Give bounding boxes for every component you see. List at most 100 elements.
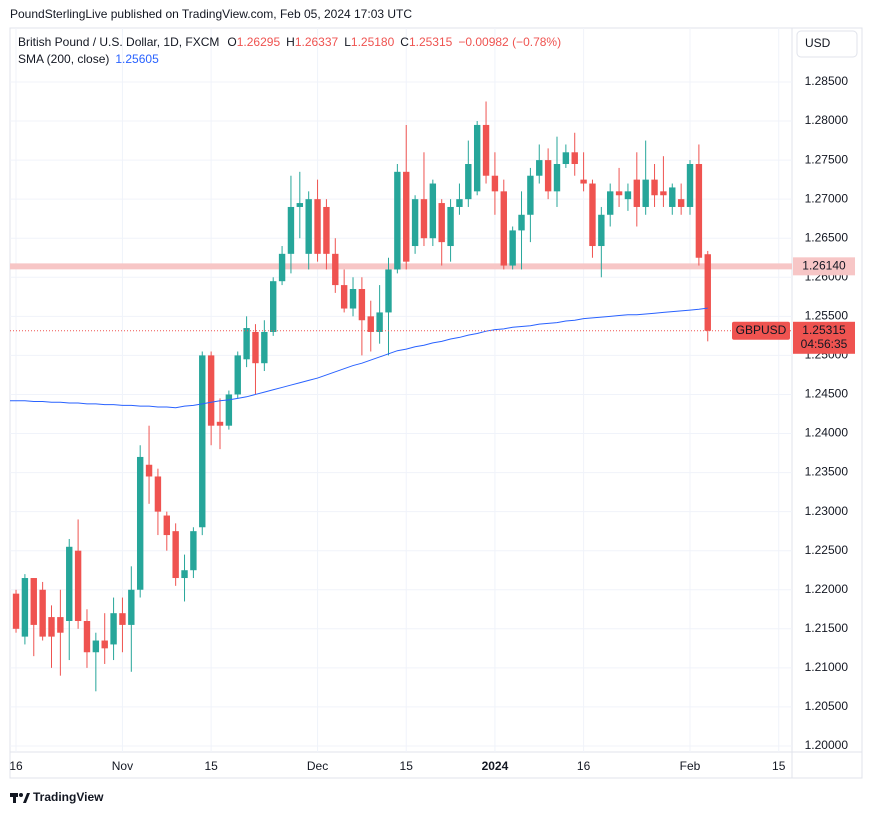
candle-body [234, 355, 241, 395]
y-tick-label: 1.28000 [805, 113, 849, 127]
countdown-label: 04:56:35 [801, 337, 848, 351]
candle-body [447, 206, 454, 247]
chart-frame [9, 27, 863, 779]
candle-body [562, 152, 570, 165]
symbol-box [732, 321, 790, 340]
candle-body [340, 285, 348, 309]
currency-button[interactable] [796, 30, 858, 58]
candle-body [252, 331, 259, 364]
x-tick-label: 16 [577, 759, 591, 773]
candle-body [633, 179, 641, 207]
y-tick-label: 1.20000 [805, 738, 849, 752]
candle-body [190, 531, 197, 571]
candle-body [491, 175, 499, 192]
candle-body [456, 199, 463, 207]
candle-body [314, 199, 321, 254]
candle-body [110, 613, 117, 645]
candle-body [296, 203, 304, 207]
y-tick-label: 1.27500 [805, 152, 849, 166]
candle-body [571, 152, 578, 165]
candle-body [509, 230, 516, 266]
symbol-title: British Pound / U.S. Dollar, 1D, FXCM [18, 35, 219, 49]
y-tick-label: 1.23000 [805, 504, 849, 518]
candle-body [429, 183, 437, 239]
candle-body [536, 160, 543, 176]
candle-body [544, 160, 552, 192]
x-tick-label: Dec [307, 759, 328, 773]
candle-body [349, 288, 357, 309]
candle-body [438, 203, 445, 243]
y-tick-label: 1.22000 [805, 582, 849, 596]
candle-body [30, 578, 37, 625]
candle-body [181, 570, 188, 579]
price-box [793, 321, 855, 354]
candle-body [57, 617, 64, 633]
y-tick-label: 1.27000 [805, 191, 849, 205]
candle-body [660, 191, 667, 196]
plot [10, 28, 792, 752]
ohlc-value: 1.25315 [409, 35, 453, 49]
candle-body [598, 214, 605, 247]
candle-body [199, 355, 206, 528]
y-tick-label: 1.28500 [805, 74, 849, 88]
candle-body [154, 476, 162, 512]
candle-body [686, 164, 694, 207]
candle-body [695, 164, 703, 258]
price-label: 1.25315 [802, 323, 846, 337]
candle-body [21, 578, 29, 637]
candle-body [589, 183, 596, 247]
sma-line [10, 307, 708, 409]
candle-body [642, 179, 649, 207]
candle-body [651, 179, 658, 196]
change: −0.00982 (−0.78%) [458, 35, 561, 49]
candle-body [704, 254, 711, 331]
symbol-label: GBPUSD [736, 323, 787, 337]
x-tick-label: Feb [680, 759, 701, 773]
y-tick-label: 1.20500 [805, 699, 849, 713]
currency-label: USD [805, 36, 831, 50]
candle-body [66, 546, 73, 621]
candle-body [411, 199, 419, 247]
y-tick-label: 1.21500 [805, 621, 849, 635]
candle-body [624, 191, 632, 200]
candle-body [403, 171, 410, 262]
candle-body [216, 421, 224, 426]
candle-body [225, 394, 233, 426]
candle-body [376, 312, 383, 332]
candle-body [145, 464, 153, 477]
x-tick-label: 15 [400, 759, 414, 773]
sma-legend: SMA (200, close) 1.25605 [18, 52, 159, 66]
candle-body [358, 288, 366, 321]
candle-body [527, 175, 534, 215]
candle-body [48, 617, 55, 637]
x-tick-label: 16 [9, 759, 23, 773]
candle-body [518, 214, 525, 231]
ohlc-value: 1.26337 [295, 35, 339, 49]
candle-body [12, 593, 20, 629]
candle-body [473, 124, 481, 192]
candle-body [74, 550, 82, 621]
publisher-line: PoundSterlingLive published on TradingVi… [10, 7, 412, 21]
ohlc-key: O [227, 35, 236, 49]
candle-body [128, 589, 135, 625]
brand-name: TradingView [33, 790, 104, 804]
y-tick-label: 1.22500 [805, 543, 849, 557]
y-tick-label: 1.24500 [805, 387, 849, 401]
candle-body [465, 164, 472, 200]
y-tick-label: 1.26500 [805, 230, 849, 244]
candle-body [163, 515, 170, 536]
y-tick-label: 1.21000 [805, 660, 849, 674]
candle-body [119, 613, 126, 625]
x-tick-label: Nov [112, 759, 133, 773]
y-tick-label: 1.25500 [805, 309, 849, 323]
candle-body [101, 640, 108, 649]
candle-body [207, 355, 215, 426]
candle-body [385, 269, 392, 313]
candle-body [332, 253, 339, 286]
sma-value: 1.25605 [115, 52, 159, 66]
candle-body [580, 179, 587, 184]
candle-body [367, 316, 374, 332]
ohlc-key: C [400, 35, 409, 49]
level-label: 1.26140 [802, 259, 846, 273]
level-label-box [793, 257, 855, 276]
